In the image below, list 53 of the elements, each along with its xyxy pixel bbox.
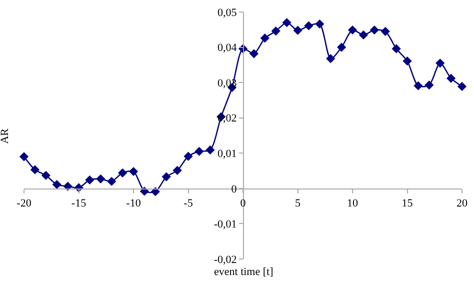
point (150, 187, 160, 196)
x-tick-label: -5 (184, 198, 194, 210)
y-tick-label: -0,01 (214, 218, 237, 231)
point (19, 152, 29, 162)
x-tick-label: 15 (402, 198, 414, 210)
x-axis-title: event time [t] (214, 266, 274, 278)
point (370, 25, 379, 35)
y-tick-label: 0 (231, 183, 238, 196)
point (414, 81, 423, 90)
point (457, 82, 467, 91)
point (96, 174, 106, 184)
y-tick-label: 0,01 (218, 148, 237, 160)
point (358, 30, 368, 40)
point (249, 49, 258, 58)
point (282, 18, 292, 28)
point (63, 182, 72, 191)
point (337, 42, 346, 52)
point (348, 25, 358, 35)
point (304, 21, 314, 30)
point (184, 152, 193, 161)
point (424, 80, 434, 90)
x-tick-label: 10 (347, 198, 358, 210)
x-tick-label: 0 (240, 198, 246, 210)
y-tick-label: -0,02 (214, 254, 237, 266)
point (326, 54, 336, 64)
y-tick-label: 0,04 (218, 42, 238, 54)
point (194, 146, 204, 156)
point (128, 166, 138, 176)
point (52, 180, 62, 190)
point (436, 58, 445, 68)
point (260, 34, 270, 43)
point (30, 165, 40, 174)
x-tick-label: -20 (16, 198, 32, 210)
point (446, 74, 456, 83)
y-axis-title: AR (0, 128, 11, 144)
point (162, 172, 171, 182)
x-tick-label: 20 (456, 198, 468, 210)
point (293, 26, 302, 35)
point (380, 26, 390, 36)
point (118, 168, 128, 178)
point (271, 26, 280, 36)
x-tick-label: -15 (71, 198, 87, 210)
point (41, 170, 50, 180)
x-tick-label: 5 (295, 198, 301, 210)
point (172, 166, 182, 175)
y-tick-label: 0,05 (218, 6, 238, 19)
x-tick-label: -10 (126, 198, 142, 210)
point (402, 56, 412, 66)
point (392, 44, 401, 54)
point (315, 19, 324, 29)
point (206, 145, 215, 155)
point (107, 176, 116, 186)
point (85, 175, 94, 185)
